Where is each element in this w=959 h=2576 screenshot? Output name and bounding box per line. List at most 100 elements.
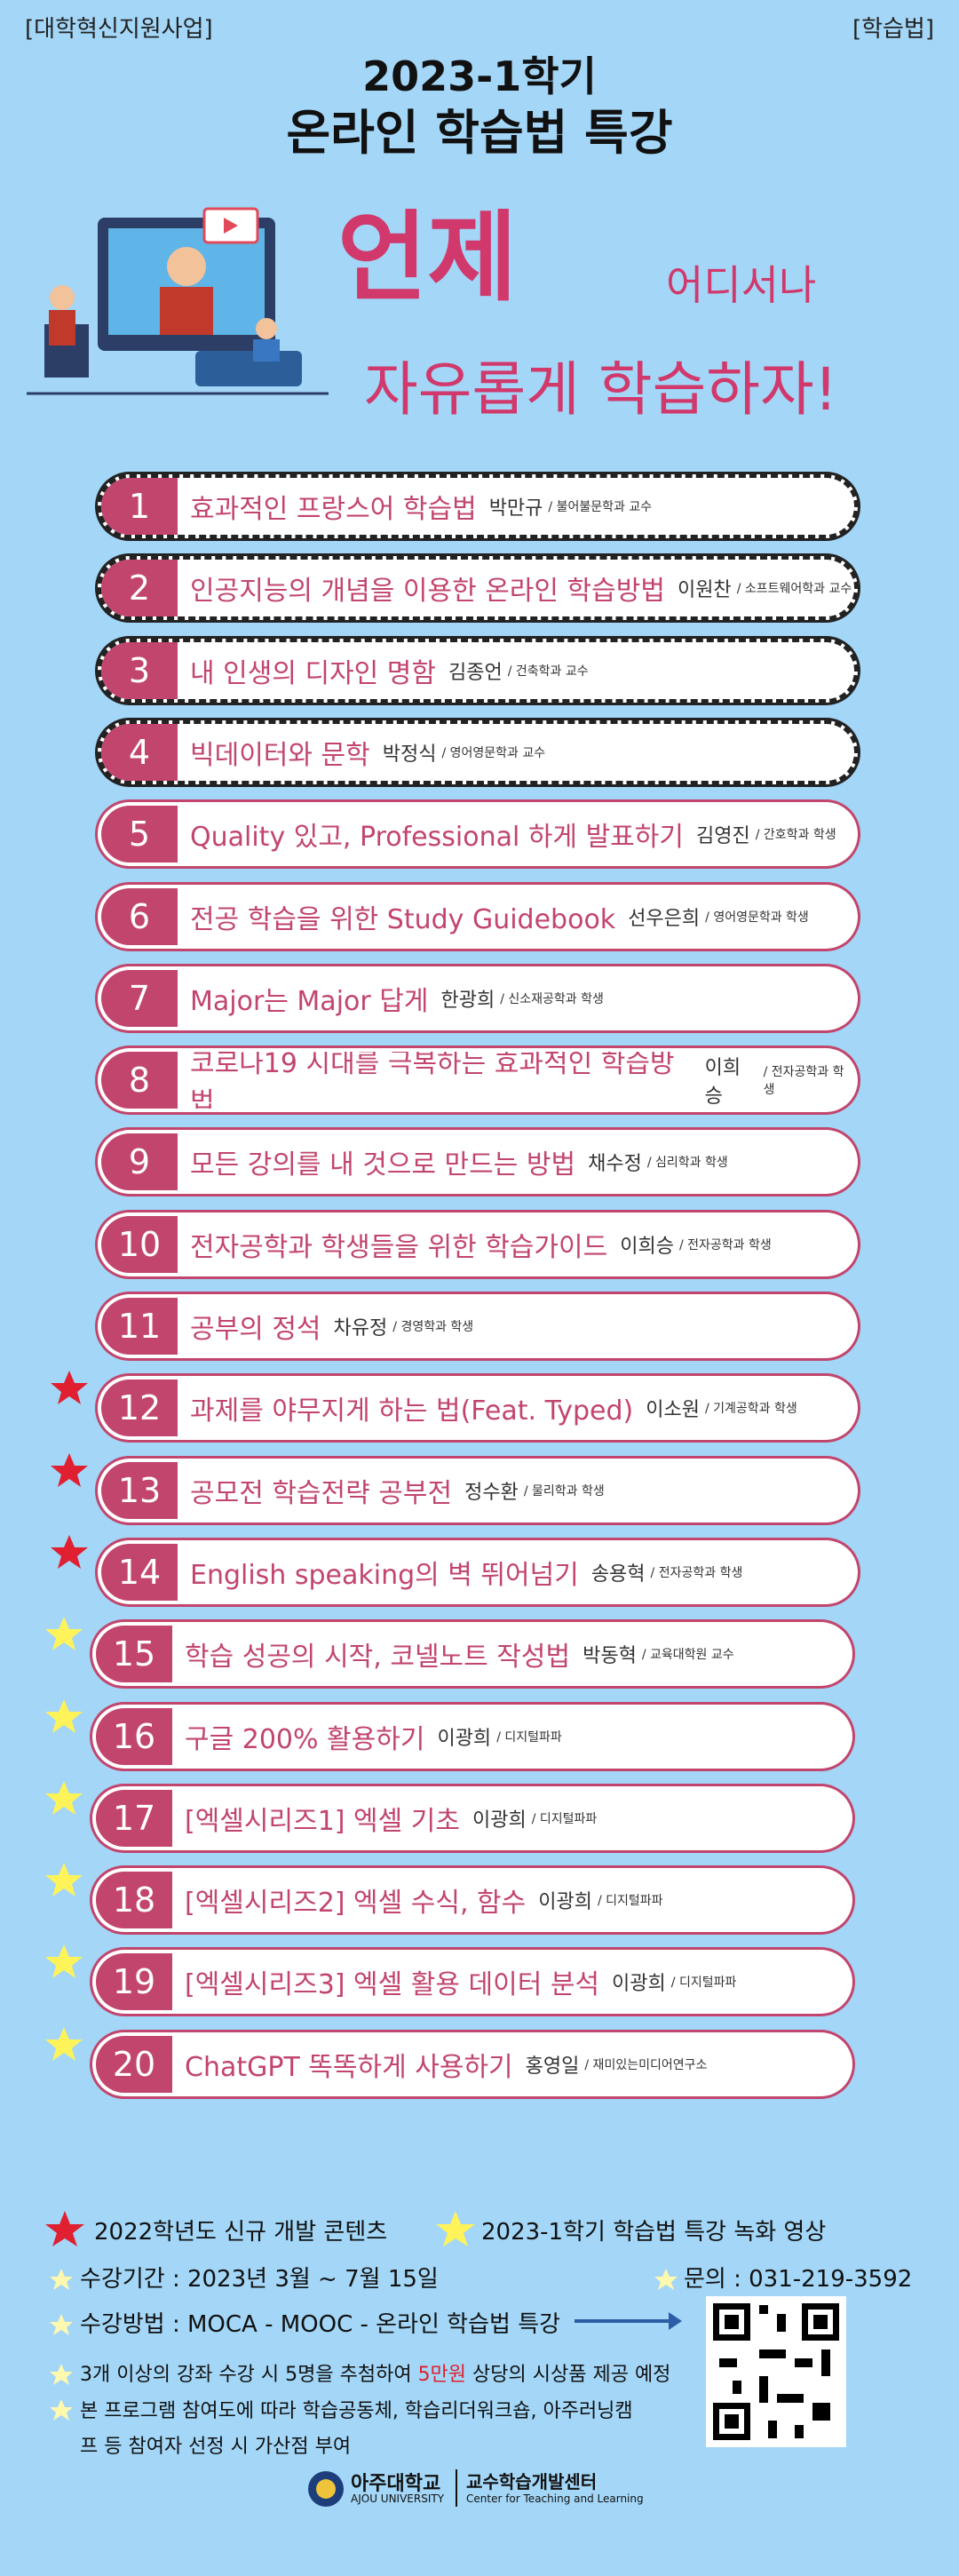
lecture-speaker: 박동혁 <box>583 1645 637 1668</box>
star-marker <box>45 1944 83 1979</box>
lecture-affiliation: / 기계공학과 학생 <box>705 1402 797 1417</box>
lecture-title: Quality 있고, Professional 하게 발표하기 <box>190 822 684 854</box>
note1-text: 3개 이상의 강좌 수강 시 5명을 추첨하여 <box>80 2364 418 2386</box>
lecture-speaker: 이원찬 <box>677 579 732 602</box>
slogan-free: 자유롭게 학습하자! <box>364 355 838 424</box>
info-method: 수강방법 : MOCA - MOOC - 온라인 학습법 특강 <box>80 2311 561 2338</box>
star-marker <box>45 1617 83 1651</box>
lecture-row: 14 English speaking의 벽 뛰어넘기 송용혁 / 전자공학과 학생 <box>98 1539 858 1604</box>
lecture-title: 인공지능의 개념을 이용한 온라인 학습방법 <box>190 576 665 608</box>
lecture-affiliation: / 영어영문학과 교수 <box>441 745 546 760</box>
lecture-number: 5 <box>101 806 178 863</box>
lecture-affiliation: / 건축학과 교수 <box>507 664 589 679</box>
bullet-star <box>50 2364 73 2385</box>
lecture-row: 7 Major는 Major 답게 한광희 / 신소재공학과 학생 <box>98 966 858 1030</box>
lecture-text: 구글 200% 활용하기 이광희 / 디지털파파 <box>185 1708 562 1765</box>
university-name-en: AJOU UNIVERSITY <box>351 2493 445 2505</box>
lecture-affiliation: / 재미있는미디어연구소 <box>584 2057 708 2072</box>
lecture-text: 과제를 야무지게 하는 법(Feat. Typed) 이소원 / 기계공학과 학생 <box>190 1379 797 1436</box>
note1-text: 상당의 시상품 제공 예정 <box>466 2364 671 2386</box>
lecture-affiliation: / 디지털파파 <box>531 1811 598 1826</box>
star-marker <box>51 1534 88 1569</box>
info-period: 수강기간 : 2023년 3월 ~ 7월 15일 <box>80 2266 439 2293</box>
lecture-speaker: 박만규 <box>488 497 543 520</box>
divider <box>456 2469 457 2507</box>
lecture-text: Quality 있고, Professional 하게 발표하기 김영진 / 간호학… <box>190 806 836 863</box>
lecture-title: Major는 Major 답게 <box>190 985 429 1017</box>
lecture-text: 전자공학과 학생들을 위한 학습가이드 이희승 / 전자공학과 학생 <box>190 1216 772 1273</box>
lecture-number: 8 <box>101 1052 178 1109</box>
lecture-speaker: 이희승 <box>620 1235 674 1258</box>
title-line2: 온라인 학습법 특강 <box>286 105 673 161</box>
lecture-row: 2 인공지능의 개념을 이용한 온라인 학습방법 이원찬 / 소프트웨어학과 교수 <box>98 556 858 621</box>
lecture-text: 코로나19 시대를 극복하는 효과적인 학습방법 이희승 / 전자공학과 학생 <box>190 1052 854 1109</box>
lecture-row: 6 전공 학습을 위한 Study Guidebook 선우은희 / 영어영문학과 학… <box>98 884 858 949</box>
lecture-number: 11 <box>101 1298 178 1355</box>
lecture-title: 내 인생의 디자인 명함 <box>190 657 437 689</box>
lecture-title: 빅데이터와 문학 <box>190 739 370 771</box>
lecture-affiliation: / 디지털파파 <box>496 1729 562 1745</box>
lecture-affiliation: / 전자공학과 학생 <box>763 1065 844 1098</box>
lecture-text: 공부의 정석 차유정 / 경영학과 학생 <box>190 1298 473 1355</box>
lecture-title: English speaking의 벽 뛰어넘기 <box>190 1559 579 1591</box>
star-marker <box>45 1698 83 1733</box>
lecture-title: 효과적인 프랑스어 학습법 <box>190 494 477 525</box>
legend-star-red <box>45 2211 84 2246</box>
lecture-text: 전공 학습을 위한 Study Guidebook 선우은희 / 영어영문학과 학생 <box>190 888 809 945</box>
lecture-title: [엑셀시리즈1] 엑셀 기초 <box>185 1805 460 1837</box>
bullet-star <box>654 2269 678 2290</box>
lecture-speaker: 이광희 <box>612 1973 666 1996</box>
lecture-title: 전공 학습을 위한 Study Guidebook <box>190 903 616 935</box>
lecture-text: 인공지능의 개념을 이용한 온라인 학습방법 이원찬 / 소프트웨어학과 교수 <box>190 560 852 616</box>
lecture-affiliation: / 교육대학원 교수 <box>641 1648 734 1663</box>
lecture-number: 15 <box>96 1626 172 1683</box>
lecture-title: 구글 200% 활용하기 <box>185 1723 425 1755</box>
lecture-text: English speaking의 벽 뛰어넘기 송용혁 / 전자공학과 학생 <box>190 1544 742 1601</box>
lecture-text: 모든 강의를 내 것으로 만드는 방법 채수정 / 심리학과 학생 <box>190 1133 728 1190</box>
lecture-speaker: 한광희 <box>440 989 495 1012</box>
lecture-title: [엑셀시리즈2] 엑셀 수식, 함수 <box>185 1888 527 1920</box>
lecture-affiliation: / 디지털파파 <box>597 1894 663 1909</box>
lecture-row: 20 ChatGPT 똑똑하게 사용하기 홍영일 / 재미있는미디어연구소 <box>92 2031 852 2096</box>
lecture-affiliation: / 경영학과 학생 <box>392 1320 474 1334</box>
lecture-speaker: 차유정 <box>333 1317 388 1340</box>
university-name: 아주대학교 <box>351 2473 441 2495</box>
lecture-title: 모든 강의를 내 것으로 만드는 방법 <box>190 1149 576 1181</box>
lecture-number: 4 <box>101 723 178 781</box>
lecture-text: 공모전 학습전략 공부전 정수환 / 물리학과 학생 <box>190 1462 605 1519</box>
lecture-number: 1 <box>101 478 178 535</box>
lecture-title: 과제를 야무지게 하는 법(Feat. Typed) <box>190 1395 634 1427</box>
lecture-speaker: 송용혁 <box>590 1562 646 1586</box>
slogan-where: 어디서나 <box>666 261 817 309</box>
lecture-text: [엑셀시리즈3] 엑셀 활용 데이터 분석 이광희 / 디지털파파 <box>185 1953 736 2010</box>
tag-right: [학습법] <box>852 16 934 43</box>
lecture-speaker: 선우은희 <box>628 907 701 930</box>
lecture-text: 빅데이터와 문학 박정식 / 영어영문학과 교수 <box>190 724 545 781</box>
lecture-number: 6 <box>101 887 178 945</box>
lecture-number: 17 <box>96 1789 172 1847</box>
note2: 본 프로그램 참여도에 따라 학습공동체, 학습리더워크숍, 아주러닝캠프 등 … <box>80 2400 633 2458</box>
star-marker <box>51 1371 88 1405</box>
lecture-title: 학습 성공의 시작, 코넬노트 작성법 <box>185 1642 571 1674</box>
bullet-star <box>50 2269 73 2290</box>
lecture-text: 내 인생의 디자인 명함 김종언 / 건축학과 교수 <box>190 642 589 699</box>
lecture-title: [엑셀시리즈3] 엑셀 활용 데이터 분석 <box>185 1969 600 2001</box>
lecture-speaker: 김종언 <box>448 661 503 684</box>
lecture-speaker: 이광희 <box>472 1809 527 1832</box>
lecture-speaker: 이소원 <box>646 1399 700 1422</box>
lecture-row: 5 Quality 있고, Professional 하게 발표하기 김영진 / 간호… <box>98 802 858 867</box>
lecture-affiliation: / 전자공학과 학생 <box>678 1237 772 1252</box>
center-name: 교수학습개발센터 <box>466 2471 598 2493</box>
lecture-affiliation: / 디지털파파 <box>670 1976 737 1991</box>
lecture-text: 학습 성공의 시작, 코넬노트 작성법 박동혁 / 교육대학원 교수 <box>185 1626 734 1682</box>
note1-highlight: 5만원 <box>417 2364 467 2386</box>
lecture-text: [엑셀시리즈2] 엑셀 수식, 함수 이광희 / 디지털파파 <box>185 1872 663 1928</box>
star-marker <box>45 2026 83 2061</box>
bullet-star <box>50 2399 73 2421</box>
slogan-when: 언제 <box>337 201 518 314</box>
legend-star-yellow <box>436 2211 475 2246</box>
lecture-row: 10 전자공학과 학생들을 위한 학습가이드 이희승 / 전자공학과 학생 <box>98 1212 858 1276</box>
bullet-star <box>50 2314 73 2335</box>
lecture-row: 13 공모전 학습전략 공부전 정수환 / 물리학과 학생 <box>98 1458 858 1523</box>
info-contact: 문의 : 031-219-3592 <box>684 2266 913 2293</box>
